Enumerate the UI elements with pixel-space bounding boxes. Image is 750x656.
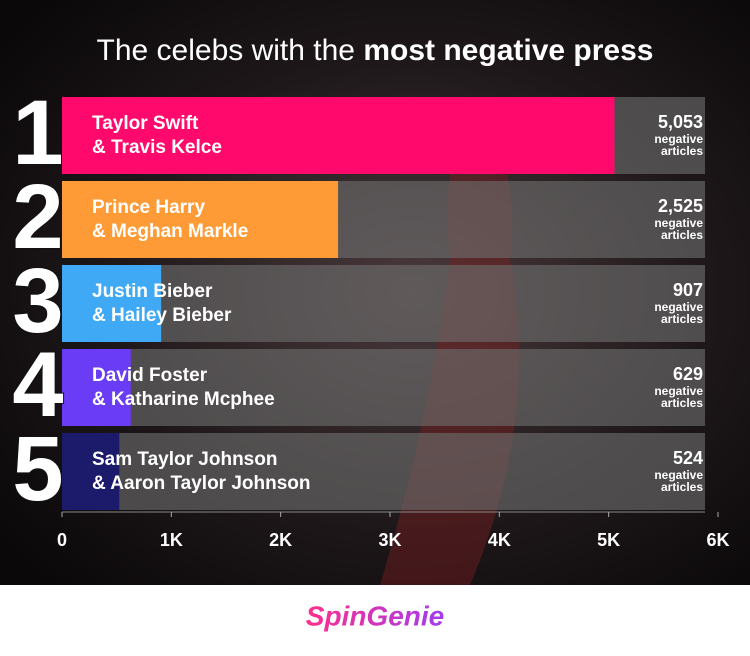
category-label: Taylor Swift — [92, 113, 199, 134]
value-unit: negative — [654, 216, 703, 230]
chart-title: The celebs with the most negative press — [97, 34, 654, 67]
rank-number: 1 — [12, 82, 63, 184]
category-label: Sam Taylor Johnson — [92, 449, 277, 470]
value-unit: articles — [661, 144, 703, 158]
x-tick-label: 2K — [269, 530, 292, 550]
category-label: David Foster — [92, 365, 208, 386]
value-unit: articles — [661, 480, 703, 494]
value-unit: negative — [654, 384, 703, 398]
rank-number: 5 — [12, 418, 63, 520]
bar — [62, 265, 162, 342]
category-label: & Travis Kelce — [92, 137, 222, 158]
bar-track — [62, 349, 705, 426]
bar — [62, 433, 120, 510]
value-label: 907 — [673, 280, 703, 300]
category-label: & Aaron Taylor Johnson — [92, 473, 311, 494]
x-tick-label: 1K — [160, 530, 183, 550]
rank-number: 3 — [12, 250, 63, 352]
bar — [62, 181, 339, 258]
x-tick-label: 4K — [488, 530, 511, 550]
x-tick-label: 0 — [57, 530, 67, 550]
value-label: 629 — [673, 364, 703, 384]
value-unit: articles — [661, 228, 703, 242]
footer — [0, 585, 750, 656]
rank-number: 2 — [12, 166, 63, 268]
value-unit: negative — [654, 300, 703, 314]
x-tick-label: 3K — [378, 530, 401, 550]
title-lead: The celebs with the — [97, 34, 355, 67]
value-label: 524 — [673, 448, 703, 468]
category-label: Justin Bieber — [92, 281, 213, 302]
value-unit: articles — [661, 396, 703, 410]
value-unit: negative — [654, 468, 703, 482]
value-label: 5,053 — [658, 112, 703, 132]
bar-track — [62, 265, 705, 342]
category-label: & Katharine Mcphee — [92, 389, 275, 410]
category-label: Prince Harry — [92, 197, 205, 218]
bar — [62, 97, 615, 174]
category-label: & Hailey Bieber — [92, 305, 232, 326]
rank-number: 4 — [12, 334, 63, 436]
plot: 0 1K 2K 3K 4K 5K 6K 1 Taylor Swift & Travis Kelce… — [11, 81, 729, 550]
value-unit: articles — [661, 312, 703, 326]
x-tick-label: 5K — [597, 530, 620, 550]
x-tick-label: 6K — [706, 530, 729, 550]
value-unit: negative — [654, 132, 703, 146]
bar-track — [62, 433, 705, 510]
value-label: 2,525 — [658, 196, 703, 216]
category-label: & Meghan Markle — [92, 221, 248, 242]
bar — [62, 349, 131, 426]
title-emphasis: most negative press — [363, 34, 653, 67]
brand-logo: SpinGenie — [306, 600, 444, 631]
